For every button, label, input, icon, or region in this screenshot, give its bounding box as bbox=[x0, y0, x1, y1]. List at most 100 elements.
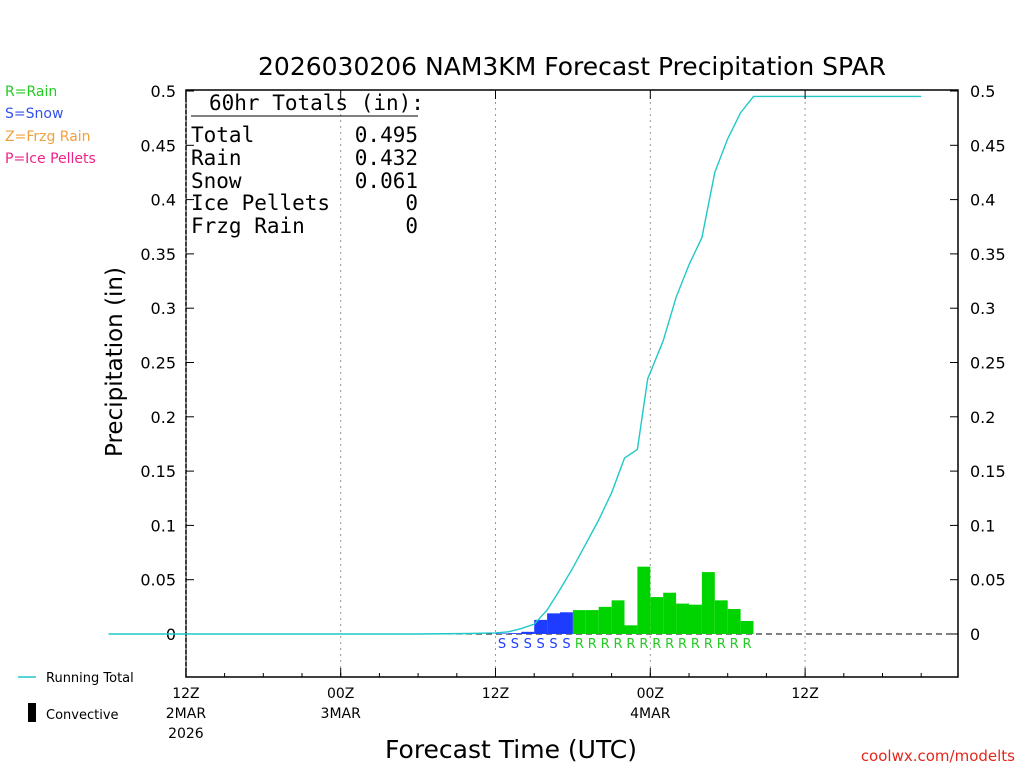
totals-label-snow: Snow bbox=[191, 169, 242, 193]
y-tick-label-right: 0.1 bbox=[970, 516, 995, 535]
y-tick-label-right: 0.45 bbox=[970, 136, 1006, 155]
snow-type-label: S bbox=[537, 637, 545, 652]
totals-label-total: Total bbox=[191, 123, 254, 147]
running-total-legend-label: Running Total bbox=[46, 671, 134, 686]
y-tick-label: 0.3 bbox=[151, 299, 176, 318]
rain-type-label: R bbox=[717, 637, 726, 652]
x-tick-marks bbox=[185, 90, 922, 677]
plot-frame bbox=[185, 89, 959, 678]
y-tick-marks bbox=[186, 90, 958, 635]
rain-bar bbox=[585, 610, 599, 634]
snow-type-label: S bbox=[524, 637, 532, 652]
x-tick-label-time: 00Z bbox=[327, 686, 354, 702]
rain-bar bbox=[637, 566, 651, 634]
y-tick-label-right: 0.25 bbox=[970, 354, 1006, 373]
rain-type-label: R bbox=[575, 637, 584, 652]
totals-value-total: 0.495 bbox=[355, 123, 418, 147]
snow-type-label: S bbox=[511, 637, 519, 652]
rain-type-label: R bbox=[665, 637, 674, 652]
x-tick-label-date: 4MAR bbox=[630, 706, 671, 722]
x-tick-label-year: 2026 bbox=[168, 726, 204, 742]
totals-label-ice-pellets: Ice Pellets bbox=[191, 191, 330, 215]
legend-frzg-rain: Z=Frzg Rain bbox=[5, 129, 91, 145]
x-tick-label-time: 12Z bbox=[482, 686, 509, 702]
totals-value-frzg-rain: 0 bbox=[405, 214, 418, 238]
rain-bar bbox=[598, 606, 612, 634]
y-axis-label: Precipitation (in) bbox=[102, 267, 128, 457]
totals-header: 60hr Totals (in): bbox=[209, 91, 424, 115]
y-tick-label-right: 0 bbox=[970, 625, 980, 644]
snow-type-label: S bbox=[562, 637, 570, 652]
x-tick-label-date: 3MAR bbox=[321, 706, 362, 722]
rain-type-label: R bbox=[691, 637, 700, 652]
rain-bar bbox=[740, 620, 754, 634]
totals-value-rain: 0.432 bbox=[355, 146, 418, 170]
rain-type-label: R bbox=[626, 637, 635, 652]
rain-bar bbox=[714, 600, 728, 634]
y-tick-label-right: 0.4 bbox=[970, 191, 995, 210]
rain-type-label: R bbox=[588, 637, 597, 652]
snow-bar bbox=[495, 633, 509, 634]
x-tick-label-time: 12Z bbox=[791, 686, 818, 702]
rain-bar bbox=[727, 609, 741, 634]
x-axis-label: Forecast Time (UTC) bbox=[385, 735, 637, 764]
snow-type-label: S bbox=[549, 637, 557, 652]
rain-type-label: R bbox=[678, 637, 687, 652]
rain-bar bbox=[650, 597, 664, 634]
y-tick-label-right: 0.3 bbox=[970, 299, 995, 318]
y-tick-label: 0.25 bbox=[140, 354, 176, 373]
chart-title: 2026030206 NAM3KM Forecast Precipitation… bbox=[258, 52, 886, 81]
snow-bar bbox=[521, 631, 535, 634]
x-tick-label-date: 2MAR bbox=[166, 706, 207, 722]
y-tick-label-right: 0.15 bbox=[970, 462, 1006, 481]
snow-bar bbox=[508, 633, 522, 634]
x-tick-label-time: 12Z bbox=[172, 686, 199, 702]
legend-ice-pellets: P=Ice Pellets bbox=[5, 151, 96, 167]
rain-type-label: R bbox=[704, 637, 713, 652]
totals-label-frzg-rain: Frzg Rain bbox=[191, 214, 305, 238]
rain-type-label: R bbox=[639, 637, 648, 652]
y-tick-label-right: 0.05 bbox=[970, 571, 1006, 590]
legend-snow: S=Snow bbox=[5, 106, 63, 122]
rain-bar bbox=[689, 604, 702, 634]
y-tick-label-right: 0.2 bbox=[970, 408, 995, 427]
vertical-gridlines bbox=[185, 90, 806, 677]
y-tick-label: 0.45 bbox=[140, 136, 176, 155]
precip-bars bbox=[495, 566, 754, 634]
totals-label-rain: Rain bbox=[191, 146, 242, 170]
rain-type-label: R bbox=[652, 637, 661, 652]
y-tick-label-right: 0.5 bbox=[970, 82, 995, 101]
x-tick-label-time: 00Z bbox=[637, 686, 664, 702]
legend-rain: R=Rain bbox=[5, 84, 57, 100]
y-tick-label: 0.15 bbox=[140, 462, 176, 481]
rain-bar bbox=[676, 603, 689, 634]
rain-bar bbox=[663, 592, 677, 634]
running-total-line bbox=[108, 95, 922, 635]
rain-type-label: R bbox=[730, 637, 739, 652]
totals-value-snow: 0.061 bbox=[355, 169, 418, 193]
rain-bar bbox=[611, 600, 625, 634]
rain-type-label: R bbox=[614, 637, 623, 652]
y-tick-labels-right: 0.5 0.45 0.4 0.35 0.3 0.25 0.2 0.15 0.1 0.05 0 bbox=[970, 82, 1006, 644]
x-tick-labels: 12Z 2MAR 2026 00Z 3MAR 12Z 00Z 4MAR 12Z bbox=[166, 686, 819, 742]
y-tick-labels-left: 0.50.450.40.350.30.250.20.150.10.050 bbox=[140, 82, 176, 644]
credit-link[interactable]: coolwx.com/modelts bbox=[861, 747, 1015, 765]
y-tick-label: 0.35 bbox=[140, 245, 176, 264]
snow-bar bbox=[560, 612, 573, 634]
y-tick-label: 0.4 bbox=[151, 191, 176, 210]
convective-legend-label: Convective bbox=[46, 708, 119, 723]
snow-type-label: S bbox=[498, 637, 506, 652]
totals-value-ice-pellets: 0 bbox=[405, 191, 418, 215]
rain-bar bbox=[701, 572, 715, 634]
series-legend: Running Total Convective bbox=[18, 671, 134, 723]
snow-bar bbox=[547, 613, 560, 634]
rain-bar bbox=[572, 610, 586, 634]
rain-type-label: R bbox=[743, 637, 752, 652]
snow-bar bbox=[534, 619, 548, 634]
y-tick-label: 0.5 bbox=[151, 82, 176, 101]
precip-type-legend: R=Rain S=Snow Z=Frzg Rain P=Ice Pellets bbox=[5, 84, 96, 167]
totals-box: 60hr Totals (in): Total 0.495 Rain 0.432… bbox=[191, 91, 424, 238]
rain-bar bbox=[624, 625, 638, 634]
